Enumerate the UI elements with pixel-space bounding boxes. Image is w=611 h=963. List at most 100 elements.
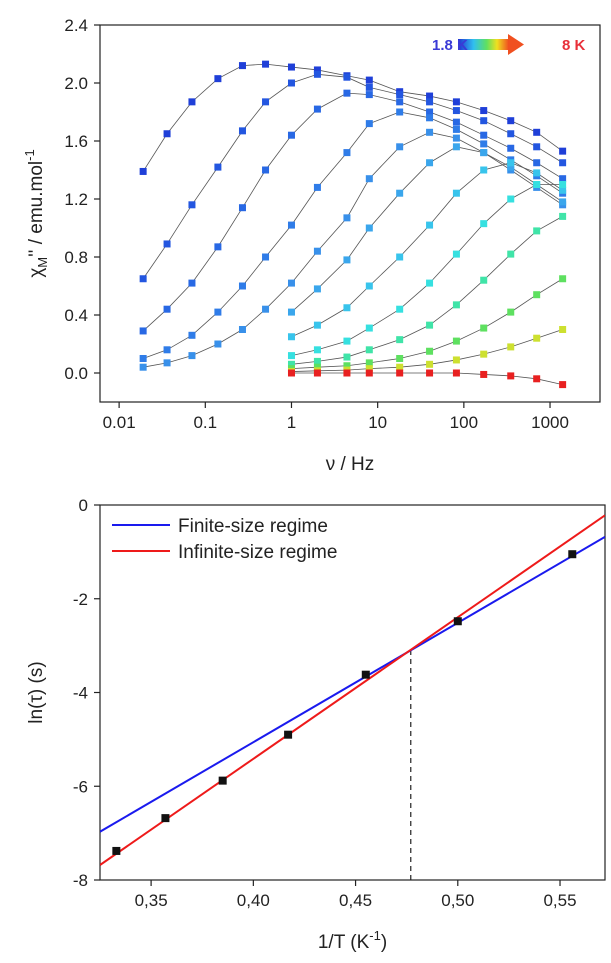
data-point [396, 98, 404, 106]
data-point [452, 250, 460, 258]
data-point [287, 333, 295, 341]
data-point [313, 66, 321, 74]
data-point [262, 98, 270, 106]
y-tick-label: -4 [73, 684, 88, 703]
data-point [507, 117, 515, 125]
data-point [188, 98, 196, 106]
data-point [188, 201, 196, 209]
data-point [396, 305, 404, 313]
data-point [426, 369, 434, 377]
data-point [139, 327, 147, 335]
data-point [163, 359, 171, 367]
y-tick-label: -2 [73, 590, 88, 609]
data-point [452, 337, 460, 345]
data-point [559, 275, 567, 283]
legend-label: Finite-size regime [178, 516, 328, 537]
data-point [365, 120, 373, 128]
data-point [163, 346, 171, 354]
y-tick-label: 0 [79, 496, 88, 515]
data-point [262, 253, 270, 261]
y-axis-label-part: -1 [22, 149, 37, 161]
data-point [139, 275, 147, 283]
data-point [161, 814, 170, 823]
data-point [396, 91, 404, 99]
data-point [480, 131, 488, 139]
y-tick-label: 1.2 [64, 190, 88, 209]
data-point [396, 143, 404, 151]
series-line [291, 162, 563, 338]
data-point [262, 60, 270, 68]
data-point [426, 279, 434, 287]
data-point [507, 144, 515, 152]
data-point [218, 776, 227, 785]
y-axis-label: ln(τ) (s) [26, 661, 47, 723]
data-point [559, 175, 567, 183]
data-point [163, 240, 171, 248]
data-point [287, 63, 295, 71]
data-point [287, 369, 295, 377]
data-point [426, 98, 434, 106]
series-line [291, 216, 563, 365]
data-point [365, 359, 373, 367]
data-point [452, 98, 460, 106]
x-tick-label: 0.1 [193, 413, 217, 432]
data-point [568, 550, 577, 559]
data-point [480, 276, 488, 284]
data-point [287, 221, 295, 229]
data-point [452, 356, 460, 364]
x-tick-label: 0.01 [103, 413, 136, 432]
data-point [343, 353, 351, 361]
data-point [365, 83, 373, 91]
gradient-arrow [458, 39, 510, 50]
x-tick-label: 100 [450, 413, 478, 432]
data-point [163, 305, 171, 313]
data-point [559, 326, 567, 333]
data-point [139, 363, 147, 371]
data-point [214, 163, 222, 171]
data-point [313, 105, 321, 113]
data-point [262, 305, 270, 313]
data-point [426, 347, 434, 355]
data-point [313, 369, 321, 377]
data-point [507, 372, 515, 380]
data-point [507, 195, 515, 203]
data-point [313, 183, 321, 191]
data-point [365, 175, 373, 183]
data-point [396, 108, 404, 116]
data-point [313, 357, 321, 365]
data-point [365, 91, 373, 99]
data-point [480, 350, 488, 358]
x-tick-label: 0,55 [543, 891, 576, 910]
data-point [313, 363, 321, 371]
data-point [313, 70, 321, 78]
data-point [452, 189, 460, 197]
data-point [287, 131, 295, 139]
data-point [507, 250, 515, 258]
data-point [452, 125, 460, 133]
data-point [533, 227, 541, 235]
x-tick-label: 0,50 [441, 891, 474, 910]
data-point [343, 214, 351, 222]
data-point [343, 256, 351, 264]
data-point [426, 159, 434, 167]
x-axis-label: 1/T (K-1) [318, 928, 387, 953]
data-point [214, 75, 222, 83]
data-point [426, 108, 434, 116]
data-point [262, 166, 270, 174]
x-axis-label-part: ) [381, 932, 387, 953]
data-point [365, 282, 373, 290]
data-point [426, 128, 434, 136]
data-point [480, 117, 488, 125]
data-point [533, 143, 541, 151]
data-point [452, 301, 460, 309]
y-axis-label-part: χ [26, 268, 47, 278]
data-point [533, 181, 541, 188]
data-point [343, 89, 351, 97]
data-point [238, 62, 246, 70]
data-point [163, 130, 171, 138]
data-point [559, 212, 567, 220]
data-point [559, 181, 567, 188]
data-point [313, 346, 321, 354]
data-point [480, 324, 488, 332]
data-point [396, 253, 404, 261]
